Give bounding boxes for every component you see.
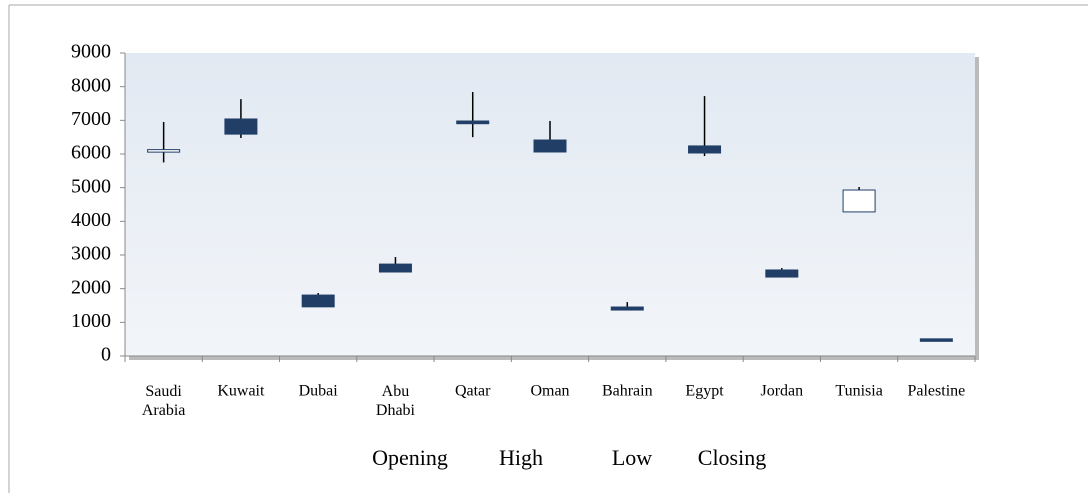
x-tick-label: Saudi Arabia: [142, 383, 186, 419]
y-tick-label: 7000: [71, 108, 111, 130]
y-tick-label: 8000: [71, 74, 111, 96]
plot-area: [125, 53, 975, 356]
x-tick-label: Abu Dhabi: [376, 383, 416, 419]
x-tick-label: Tunisia: [835, 383, 882, 400]
label-line: Arabia: [142, 402, 186, 419]
x-tick-label: Kuwait: [217, 383, 265, 400]
candle-body: [842, 189, 876, 213]
y-tick-label: 5000: [71, 175, 111, 197]
label-line: Abu: [382, 383, 410, 400]
y-tick-label: 2000: [71, 276, 111, 298]
x-tick-label: Bahrain: [602, 383, 653, 400]
candle-body: [301, 294, 335, 308]
legend-entry: High: [499, 445, 543, 470]
y-tick-label: 6000: [71, 142, 111, 164]
legend-entry: Low: [612, 445, 652, 470]
candle-body: [456, 120, 490, 125]
candle-body: [533, 139, 567, 153]
candle-body: [688, 145, 722, 154]
x-tick-label: Palestine: [907, 383, 965, 400]
legend-entry: Closing: [698, 445, 766, 470]
label-line: Dhabi: [376, 402, 416, 419]
candle-body: [378, 263, 412, 273]
y-tick-label: 3000: [71, 243, 111, 265]
candle-body: [224, 118, 258, 135]
candle-body: [610, 306, 644, 311]
x-tick-label: Qatar: [455, 383, 491, 400]
candle-body: [147, 149, 181, 153]
x-tick-label: Oman: [530, 383, 569, 400]
y-tick-label: 1000: [71, 310, 111, 332]
x-tick-label: Dubai: [299, 383, 339, 400]
x-tick-label: Jordan: [760, 383, 803, 400]
candle-body: [919, 338, 953, 342]
y-tick-label: 4000: [71, 209, 111, 231]
label-line: Saudi: [145, 383, 182, 400]
x-tick-label: Egypt: [685, 383, 724, 400]
legend-entry: Opening: [372, 445, 448, 470]
y-tick-label: 0: [101, 344, 111, 366]
y-tick-label: 9000: [71, 41, 111, 63]
candle-body: [765, 269, 799, 278]
